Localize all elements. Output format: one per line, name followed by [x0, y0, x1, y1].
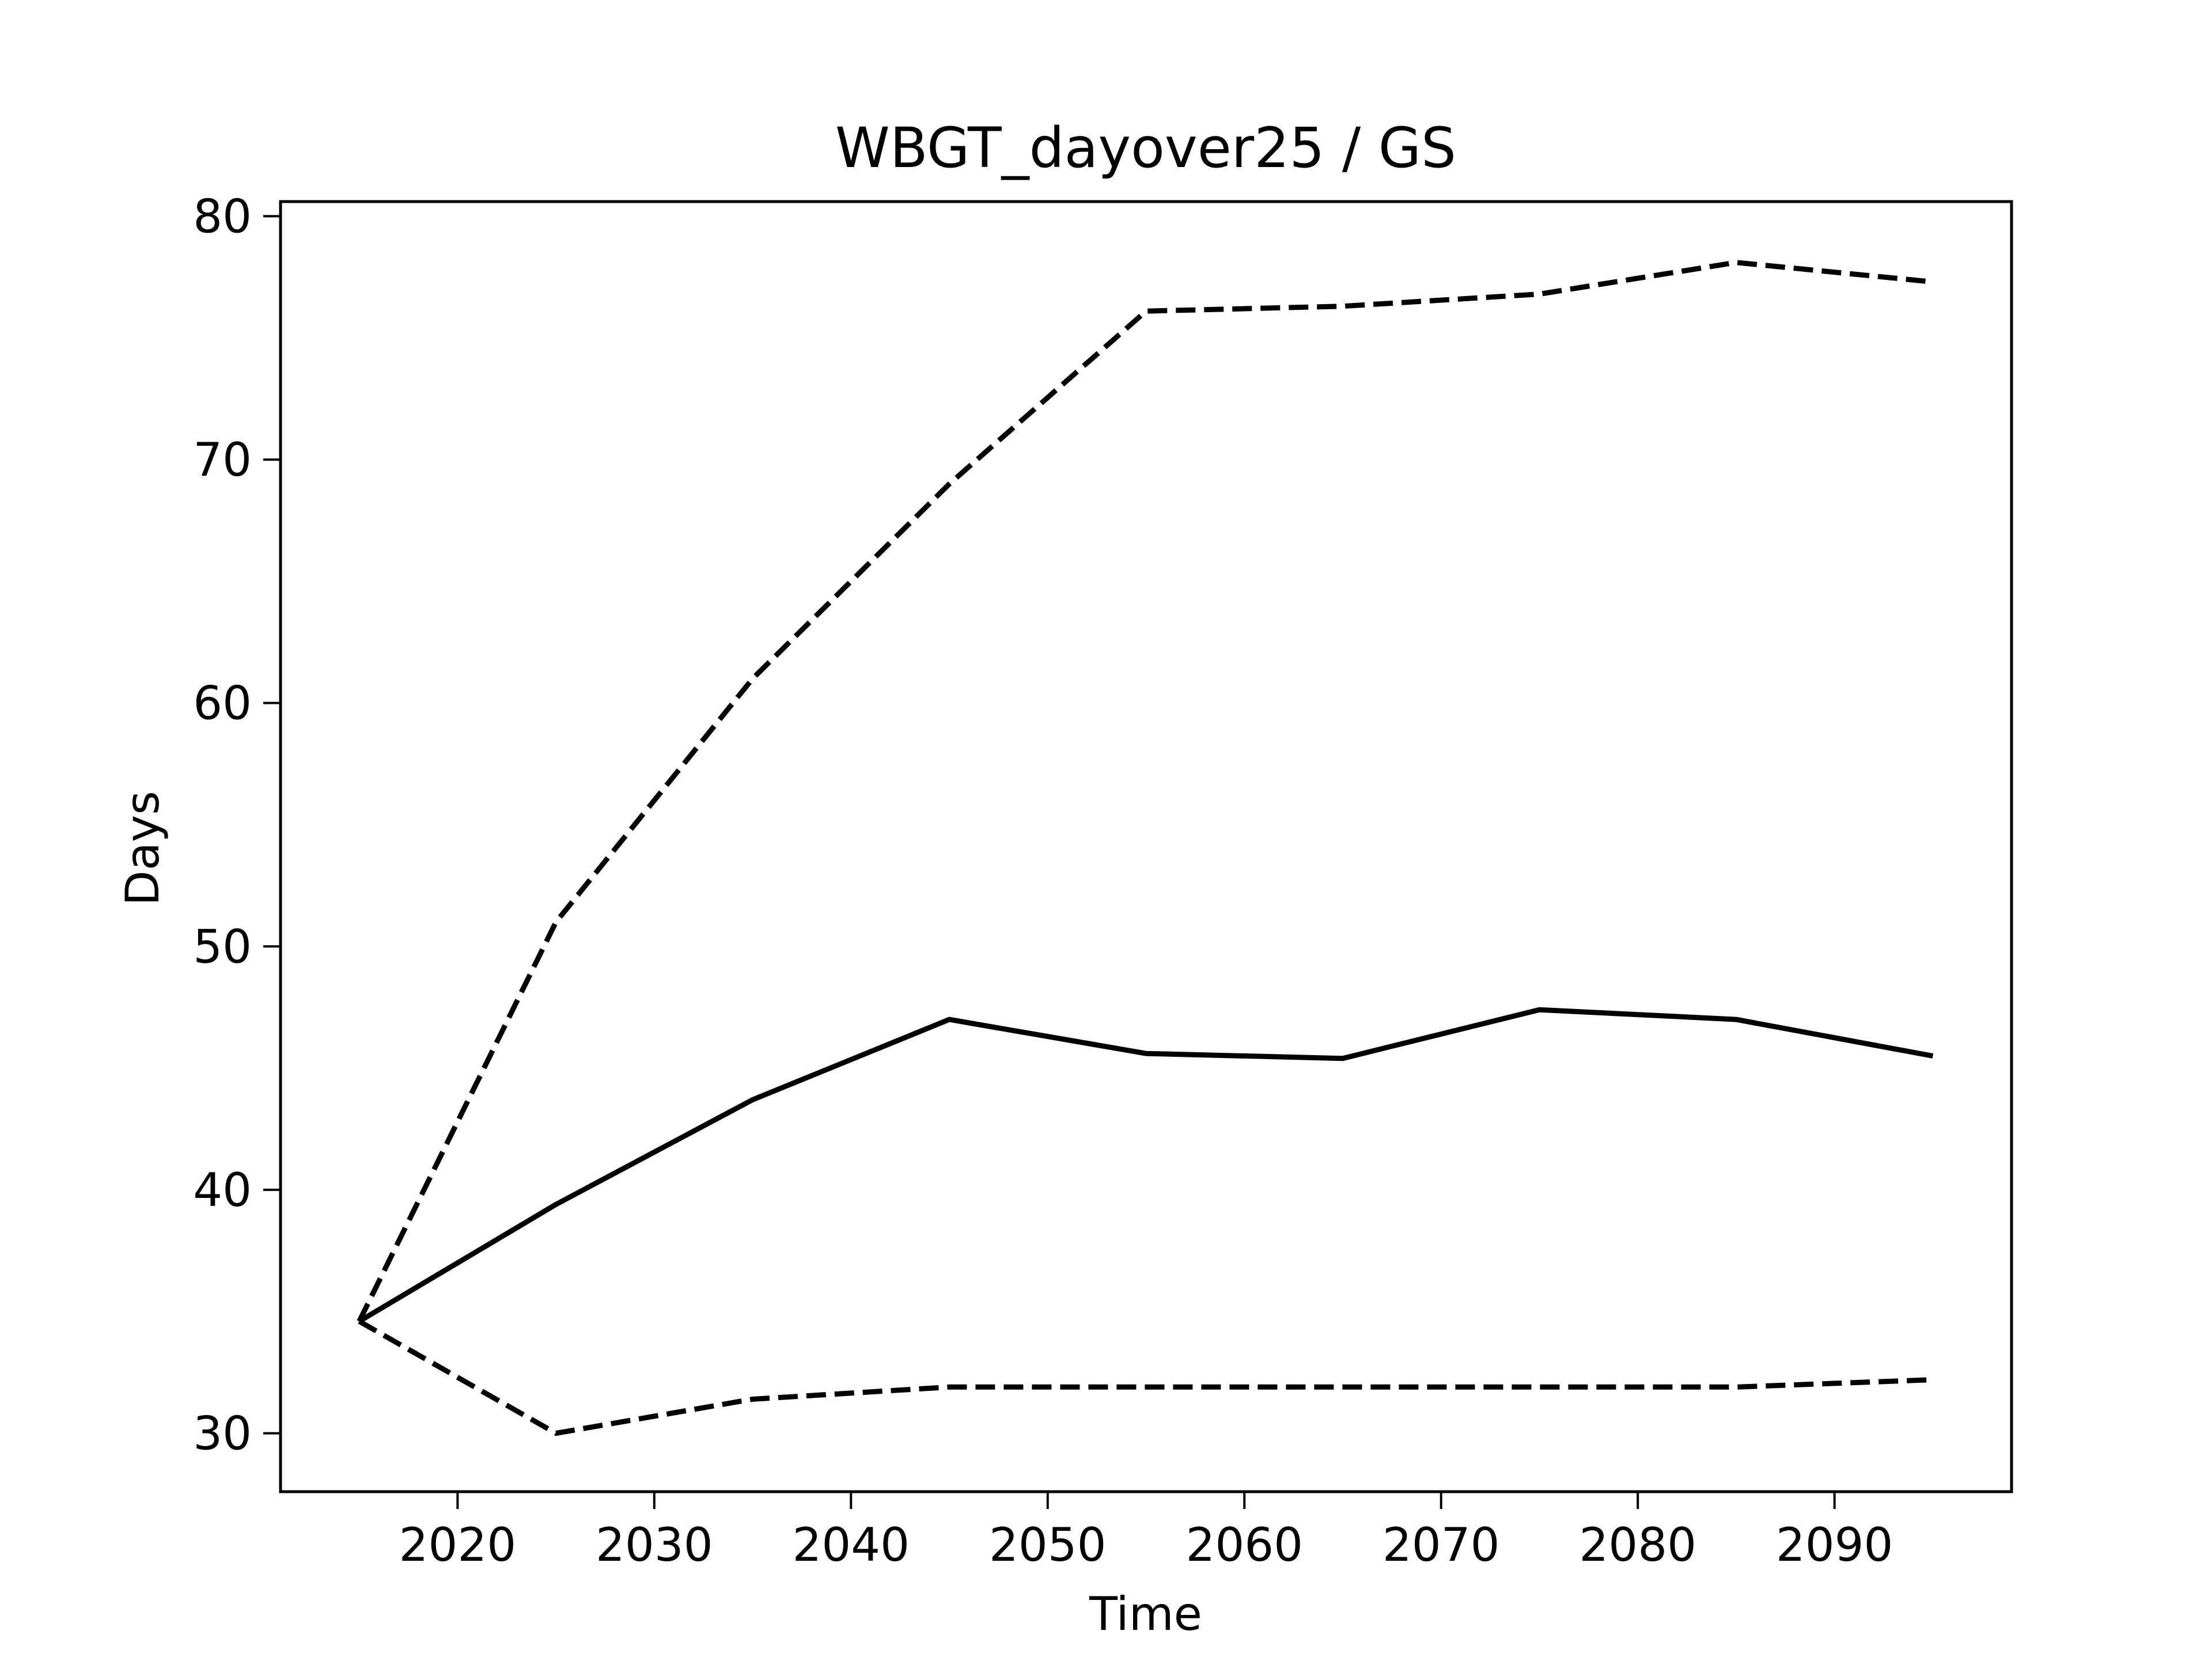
x-tick-label: 2070 — [1382, 1518, 1500, 1572]
x-tick-label: 2080 — [1579, 1518, 1696, 1572]
chart-title: WBGT_dayover25 / GS — [835, 116, 1456, 180]
y-tick-label: 40 — [193, 1163, 252, 1217]
middle-solid-series-line — [358, 1007, 1934, 1324]
x-tick-label: 2060 — [1185, 1518, 1303, 1572]
y-tick-label: 50 — [193, 920, 252, 973]
y-axis-label: Days — [116, 791, 169, 906]
y-tick-label: 70 — [193, 433, 252, 487]
x-tick-label: 2040 — [792, 1518, 910, 1572]
x-tick-label: 2090 — [1776, 1518, 1893, 1572]
x-tick-label: 2020 — [399, 1518, 517, 1572]
y-tick-label: 30 — [193, 1407, 252, 1461]
y-tick-label: 80 — [193, 189, 252, 243]
plot-area-frame — [279, 200, 2013, 1493]
x-tick-label: 2030 — [596, 1518, 713, 1572]
x-tick-label: 2050 — [989, 1518, 1107, 1572]
y-tick-label: 60 — [193, 677, 252, 730]
x-axis-label: Time — [1089, 1587, 1202, 1641]
upper-dashed-series-line — [357, 260, 1933, 1323]
series-layer — [357, 260, 1934, 1436]
lower-dashed-series-line — [358, 1319, 1933, 1436]
ticks-layer: 2020 2030 2040 2050 2060 2070 2080 2090 30 40 50 60… — [193, 189, 1893, 1572]
